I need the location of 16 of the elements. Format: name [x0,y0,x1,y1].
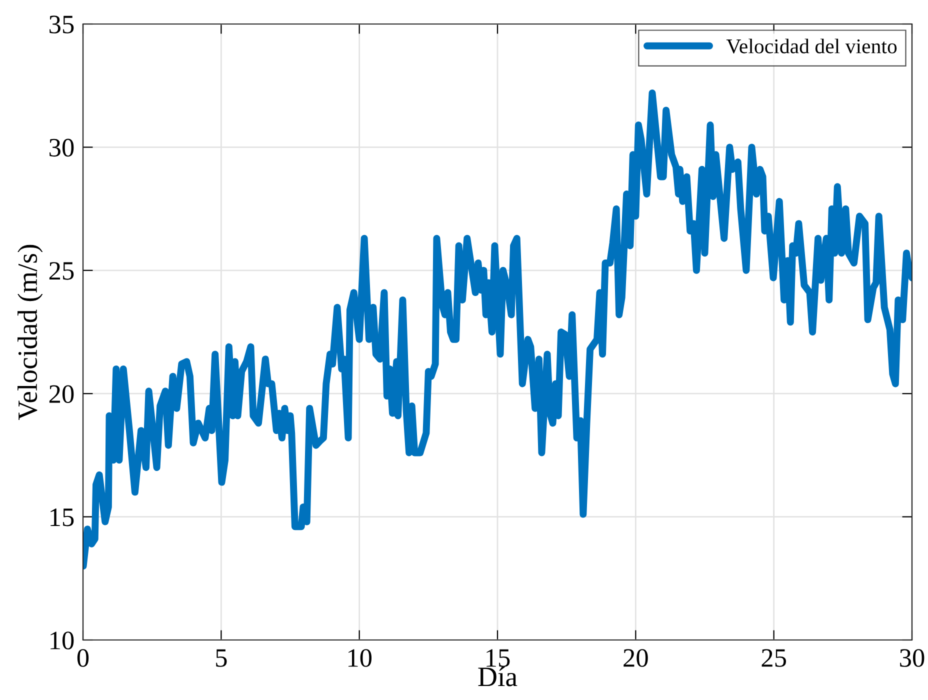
x-axis-title: Día [478,666,518,686]
y-tick-label: 10 [50,632,74,650]
x-tick-label: 0 [77,649,89,667]
x-tick-label: 25 [762,649,786,667]
y-tick-label: 25 [49,262,74,280]
x-tick-label: 15 [486,649,510,667]
legend-label: Velocidad del viento [726,38,897,54]
x-tick-label: 5 [216,649,227,667]
y-tick-label: 20 [49,385,74,404]
y-tick-label: 15 [50,508,74,526]
x-tick-label: 10 [348,649,372,667]
y-tick-label: 35 [50,16,74,34]
x-tick-label: 30 [900,649,924,667]
y-tick-label: 30 [50,138,74,157]
x-tick-label: 20 [624,649,648,667]
y-axis-title: Velocidad (m/s) [18,244,43,420]
